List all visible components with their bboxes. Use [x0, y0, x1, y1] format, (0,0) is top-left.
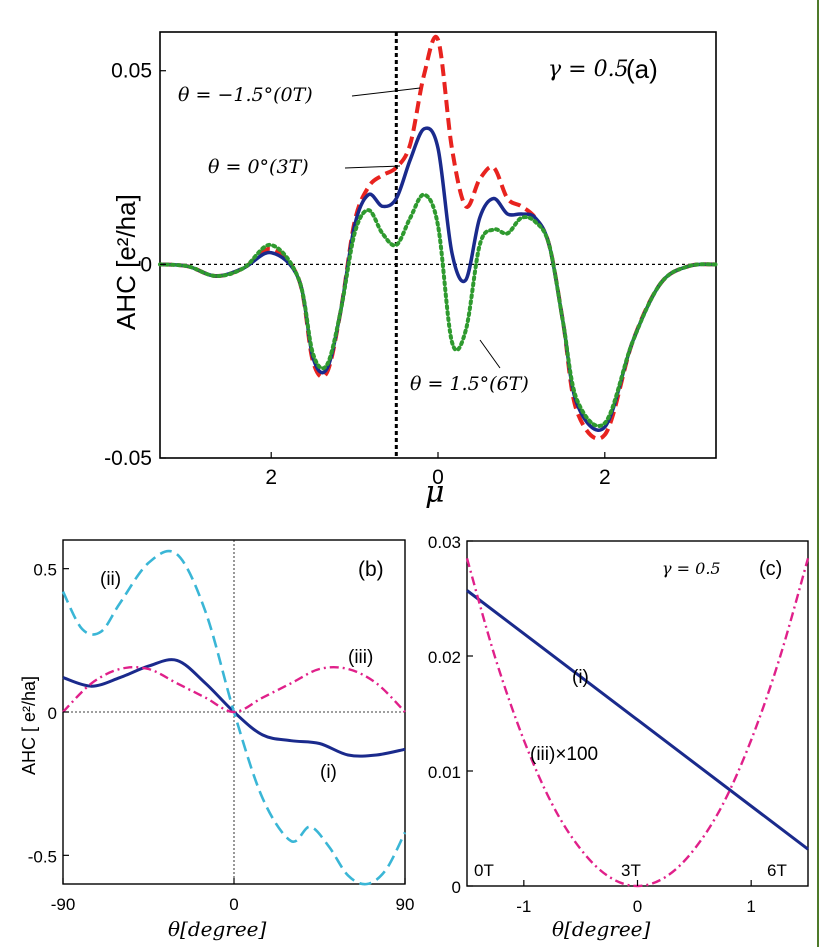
x-tick-label: 0: [432, 466, 444, 489]
annotation-leader-3T: [344, 165, 401, 169]
series-line-0: [466, 589, 809, 851]
y-tick-label: 0: [140, 253, 152, 276]
gamma-label-c: γ = 0.5: [662, 559, 721, 578]
x-tick-label: 2: [265, 466, 277, 489]
panel-label-b: (b): [358, 558, 384, 581]
series-label-i: (i): [320, 762, 337, 783]
x-tick-label: -1: [516, 897, 531, 916]
annotation-0deg: θ = 0°(3T): [208, 156, 309, 178]
y-tick-label: 0: [452, 878, 461, 897]
y-tick-label: -0.05: [104, 447, 152, 470]
panel-label-a: (a): [626, 54, 658, 84]
field-label-6T: 6T: [767, 861, 787, 880]
annotation-1p5deg: θ = 1.5°(6T): [410, 373, 529, 395]
field-label-0T: 0T: [474, 861, 494, 880]
x-tick-label: 90: [396, 895, 415, 914]
x-tick-label: -90: [51, 895, 76, 914]
series-line-1: [465, 557, 810, 888]
ticks-a: 2 0 2 0.05 0 -0.05: [104, 60, 611, 489]
series-line-2: [158, 192, 718, 428]
x-axis-label-b: θ[degree]: [168, 917, 267, 941]
gamma-label-a: γ = 0.5: [548, 57, 629, 82]
panel-a: 2 0 20.050-0.05 AHC [e²/ha] μ γ = 0.5 (a) …: [104, 31, 718, 510]
y-tick-label: 0.05: [111, 60, 152, 83]
series-label-c-iii: (iii)×100: [530, 744, 598, 765]
y-tick-label: 0.02: [428, 648, 461, 667]
series-label-c-i: (i): [572, 667, 589, 688]
series-lines-c: [465, 557, 810, 888]
series-label-iii: (iii): [348, 647, 373, 668]
panel-b: -90 0 90 0.5 0 -0.5 AHC [ e²/ha] θ[degree] (b…: [19, 539, 415, 941]
y-axis-label-b: AHC [ e²/ha]: [19, 676, 39, 775]
panel-c: -1 0 10.030.020.010 θ[degree] γ = 0.5 (c) …: [428, 533, 810, 941]
series-lines-a: [158, 34, 718, 441]
y-tick-label: 0.01: [428, 763, 461, 782]
x-axis-label-c: θ[degree]: [552, 917, 651, 941]
series-lines-b: [61, 549, 407, 886]
x-tick-label: 0: [633, 897, 642, 916]
x-tick-label: 0: [229, 895, 238, 914]
series-label-ii: (ii): [100, 569, 121, 590]
x-tick-label: 1: [746, 897, 755, 916]
x-tick-label: 2: [599, 466, 611, 489]
y-axis-label-a: AHC [e²/ha]: [111, 194, 141, 330]
ticks-c: -1 0 1 0.03 0.02 0.01 0: [428, 533, 756, 916]
ticks-b: -90 0 90 0.5 0 -0.5: [28, 561, 415, 914]
y-tick-label: -0.5: [28, 847, 57, 866]
y-tick-label: 0.5: [33, 561, 57, 580]
plot-frame-c: [466, 540, 809, 887]
field-label-3T: 3T: [621, 861, 641, 880]
y-tick-label: 0.03: [428, 533, 461, 552]
y-tick-label: 0: [48, 704, 57, 723]
annotation-leader-6T: [479, 339, 501, 369]
series-line-2: [62, 666, 406, 714]
annotation-minus1p5deg: θ = −1.5°(0T): [178, 84, 313, 106]
annotation-leader-0T: [351, 87, 421, 97]
panel-label-c: (c): [759, 558, 782, 580]
series-line-1: [61, 549, 407, 886]
x-axis-label-a: μ: [425, 475, 445, 510]
